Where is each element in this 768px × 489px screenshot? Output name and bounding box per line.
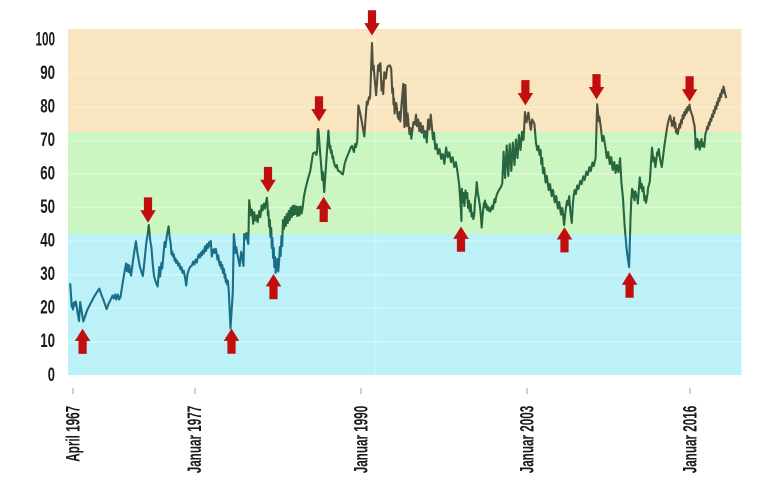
svg-text:70: 70 — [40, 129, 55, 151]
svg-text:40: 40 — [40, 230, 55, 252]
svg-text:30: 30 — [40, 263, 55, 285]
svg-text:Januar 2003: Januar 2003 — [517, 406, 539, 474]
svg-text:Januar 1990: Januar 1990 — [351, 406, 373, 474]
svg-text:90: 90 — [40, 62, 55, 84]
svg-text:April 1967: April 1967 — [63, 406, 85, 462]
svg-text:Januar 2016: Januar 2016 — [680, 406, 702, 474]
svg-text:100: 100 — [36, 28, 56, 50]
svg-text:10: 10 — [40, 330, 55, 352]
svg-text:Januar 1977: Januar 1977 — [184, 406, 206, 474]
svg-text:20: 20 — [40, 297, 55, 319]
svg-text:50: 50 — [40, 196, 55, 218]
svg-text:60: 60 — [40, 163, 55, 185]
svg-text:0: 0 — [48, 364, 55, 386]
svg-text:80: 80 — [40, 95, 55, 117]
